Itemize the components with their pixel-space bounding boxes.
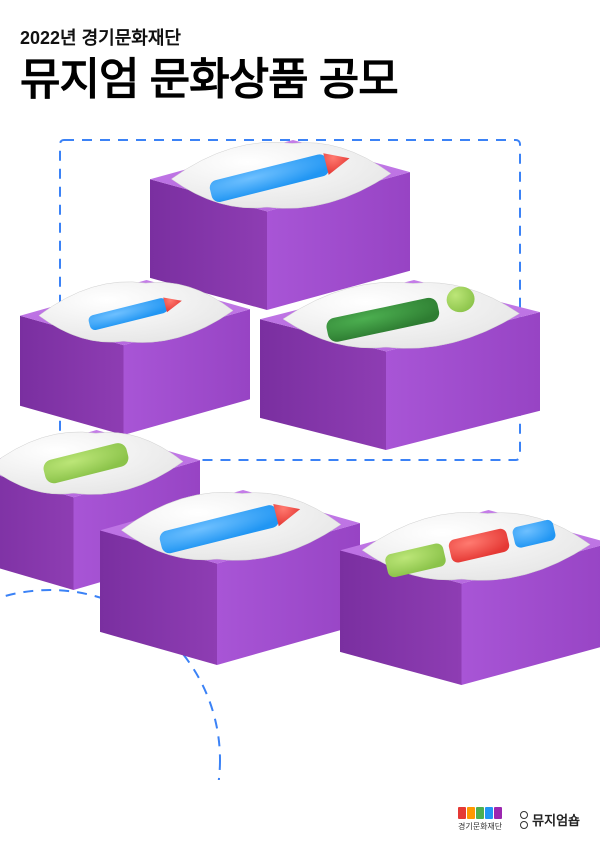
page-title: 뮤지엄 문화상품 공모 bbox=[20, 56, 580, 104]
ggcf-logo: 경기문화재단 bbox=[458, 807, 502, 832]
page-subtitle: 2022년 경기문화재단 bbox=[20, 24, 580, 50]
ggcf-logo-text: 경기문화재단 bbox=[458, 821, 502, 832]
museumshop-logo-text: 뮤지엄숍 bbox=[532, 810, 580, 829]
footer-logos: 경기문화재단 뮤지엄숍 bbox=[458, 807, 580, 832]
museumshop-icon bbox=[520, 811, 528, 829]
illustration-canvas bbox=[0, 130, 600, 780]
museumshop-logo: 뮤지엄숍 bbox=[520, 810, 580, 829]
